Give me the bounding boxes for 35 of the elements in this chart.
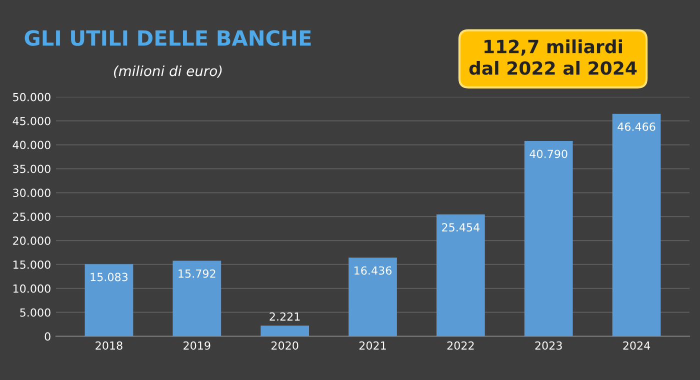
y-tick-label: 20.000 [13, 236, 50, 245]
x-tick-label: 2020 [272, 341, 298, 350]
data-label: 2.221 [270, 312, 300, 321]
data-label: 15.083 [90, 272, 128, 282]
bar [84, 264, 134, 336]
y-tick-label: 50.000 [13, 92, 50, 102]
data-label: 46.466 [618, 122, 656, 131]
x-tick-label: 2022 [447, 341, 474, 350]
data-label: 15.792 [178, 269, 216, 278]
bar [348, 258, 397, 336]
y-tick-label: 25.000 [13, 212, 50, 221]
bar [172, 260, 222, 336]
bar [436, 214, 485, 336]
y-tick-label: 35.000 [13, 164, 50, 174]
chart-title: GLI UTILI DELLE BANCHE [24, 30, 311, 46]
data-label: 16.436 [354, 266, 392, 275]
y-tick-label: 15.000 [13, 260, 50, 269]
y-tick-label: 45.000 [12, 116, 50, 126]
bar [612, 114, 661, 336]
text: 112,7 miliardi dal 2022 al 2024 [469, 39, 637, 75]
y-tick-label: 0 [44, 332, 50, 341]
x-tick-label: 2024 [623, 341, 650, 350]
chart-subtitle: (milioni di euro) [114, 65, 222, 78]
bar [524, 140, 573, 336]
data-label: 40.790 [530, 150, 568, 158]
y-tick-label: 5.000 [20, 308, 50, 317]
y-tick-label: 40.000 [12, 140, 50, 150]
x-tick-label: 2019 [184, 341, 210, 350]
x-tick-label: 2021 [359, 341, 386, 350]
data-label: 25.454 [442, 223, 480, 232]
y-tick-label: 10.000 [13, 284, 50, 293]
bar [260, 326, 310, 336]
x-tick-label: 2023 [535, 341, 562, 350]
x-tick-label: 2018 [96, 341, 122, 350]
y-tick-label: 30.000 [13, 188, 50, 198]
